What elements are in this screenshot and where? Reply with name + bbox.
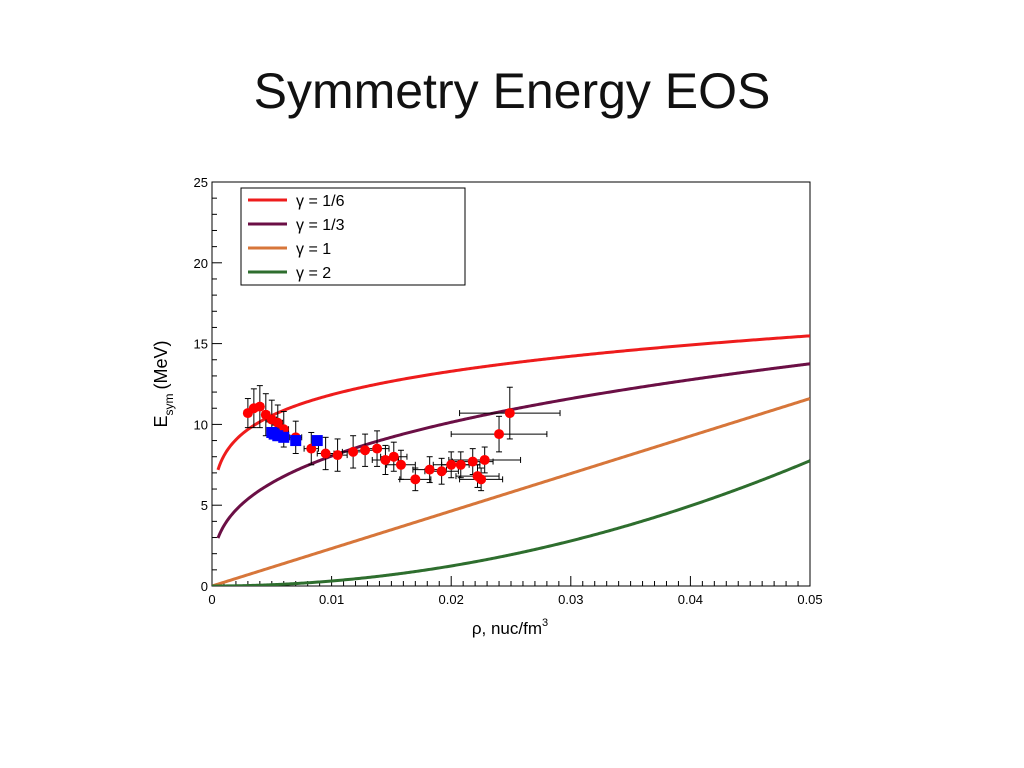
red-data-point (272, 417, 283, 428)
y-tick-label: 0 (201, 579, 208, 594)
red-data-point (479, 454, 490, 465)
red-data-point (395, 459, 406, 470)
x-tick-label: 0.01 (319, 592, 344, 607)
red-data-point (254, 401, 265, 412)
curve-γ = 1 (212, 397, 810, 586)
red-data-point (424, 464, 435, 475)
x-axis-label: ρ, nuc/fm3 (472, 617, 548, 638)
red-data-point (332, 450, 343, 461)
y-axis-label: Esym(MeV) (151, 340, 176, 427)
red-data-point (320, 448, 331, 459)
red-data-point (348, 446, 359, 457)
red-data-point (494, 429, 505, 440)
y-tick-label: 10 (194, 417, 208, 432)
x-tick-label: 0.05 (797, 592, 822, 607)
legend-label: γ = 1/3 (296, 217, 345, 234)
x-tick-label: 0.04 (678, 592, 703, 607)
y-tick-label: 20 (194, 256, 208, 271)
data-points (242, 401, 515, 485)
curve-γ = 1/3 (216, 362, 810, 539)
blue-data-point (278, 431, 290, 443)
legend: γ = 1/6 γ = 1/3 γ = 1 γ = 2 (240, 187, 466, 286)
axis-tick-labels: 0 0.01 0.02 0.03 0.04 0.05 0 5 10 15 20 25 (194, 175, 823, 607)
red-data-point (467, 456, 478, 467)
red-data-point (410, 474, 421, 485)
legend-label: γ = 1/6 (296, 193, 345, 210)
blue-data-point (290, 435, 302, 447)
legend-box (240, 187, 466, 286)
model-curves (212, 334, 810, 586)
x-tick-label: 0 (208, 592, 215, 607)
red-data-point (446, 459, 457, 470)
red-data-point (504, 408, 515, 419)
y-tick-label: 25 (194, 175, 208, 190)
legend-label: γ = 2 (296, 265, 331, 282)
curve-γ = 1/6 (216, 334, 810, 471)
y-tick-label: 15 (194, 337, 208, 352)
x-tick-label: 0.03 (558, 592, 583, 607)
red-data-point (436, 466, 447, 477)
slide-title: Symmetry Energy EOS (253, 63, 771, 119)
red-data-point (380, 454, 391, 465)
axis-ticks (211, 181, 811, 587)
red-data-point (455, 459, 466, 470)
red-data-point (306, 443, 317, 454)
red-data-point (372, 443, 383, 454)
red-data-point (476, 474, 487, 485)
red-data-point (388, 451, 399, 462)
x-tick-label: 0.02 (439, 592, 464, 607)
blue-data-point (311, 435, 323, 447)
red-data-point (360, 445, 371, 456)
y-tick-label: 5 (201, 498, 208, 513)
curve-γ = 2 (212, 459, 810, 586)
legend-label: γ = 1 (296, 241, 331, 258)
blue-data-point (272, 430, 284, 442)
